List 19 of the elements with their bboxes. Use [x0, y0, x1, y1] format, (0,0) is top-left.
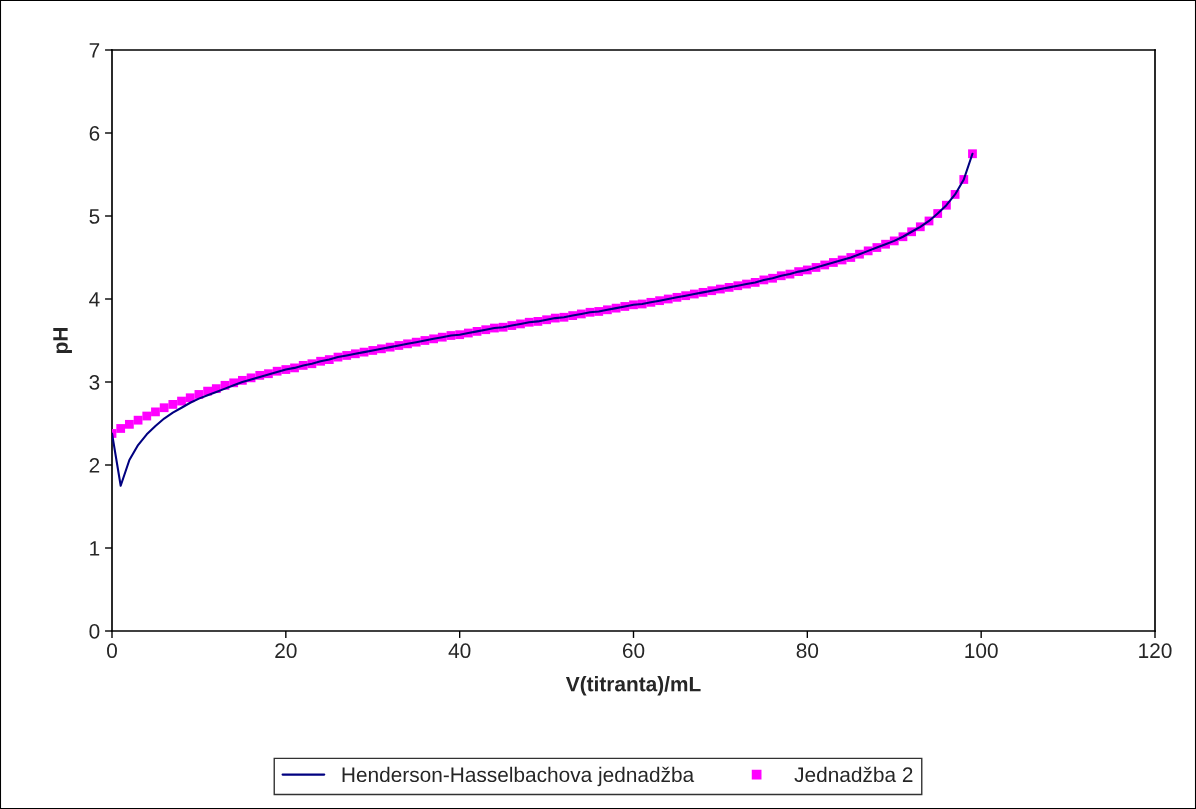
x-tick-label: 60 — [622, 643, 645, 659]
x-axis-title: V(titranta)/mL — [565, 676, 701, 696]
x-tick-label: 80 — [796, 643, 819, 659]
y-tick-label: 3 — [89, 375, 100, 390]
x-tick-label: 100 — [965, 643, 998, 659]
y-tick-label: 5 — [89, 209, 100, 224]
y-tick-label: 4 — [89, 292, 100, 307]
legend-label: Henderson-Hasselbachova jednadžba — [342, 766, 695, 787]
y-tick-label: 1 — [90, 541, 100, 556]
y-axis-title: pH — [53, 328, 72, 354]
y-tick-label: 6 — [89, 126, 100, 141]
legend-label: Jednadžba 2 — [794, 766, 913, 783]
x-tick-label: 40 — [448, 643, 471, 659]
y-tick-label: 0 — [89, 624, 100, 639]
x-tick-label: 120 — [1139, 643, 1172, 659]
x-tick-label: 20 — [275, 643, 297, 659]
x-tick-label: 0 — [107, 643, 117, 659]
y-tick-label: 2 — [89, 458, 100, 473]
y-tick-label: 7 — [89, 43, 100, 58]
